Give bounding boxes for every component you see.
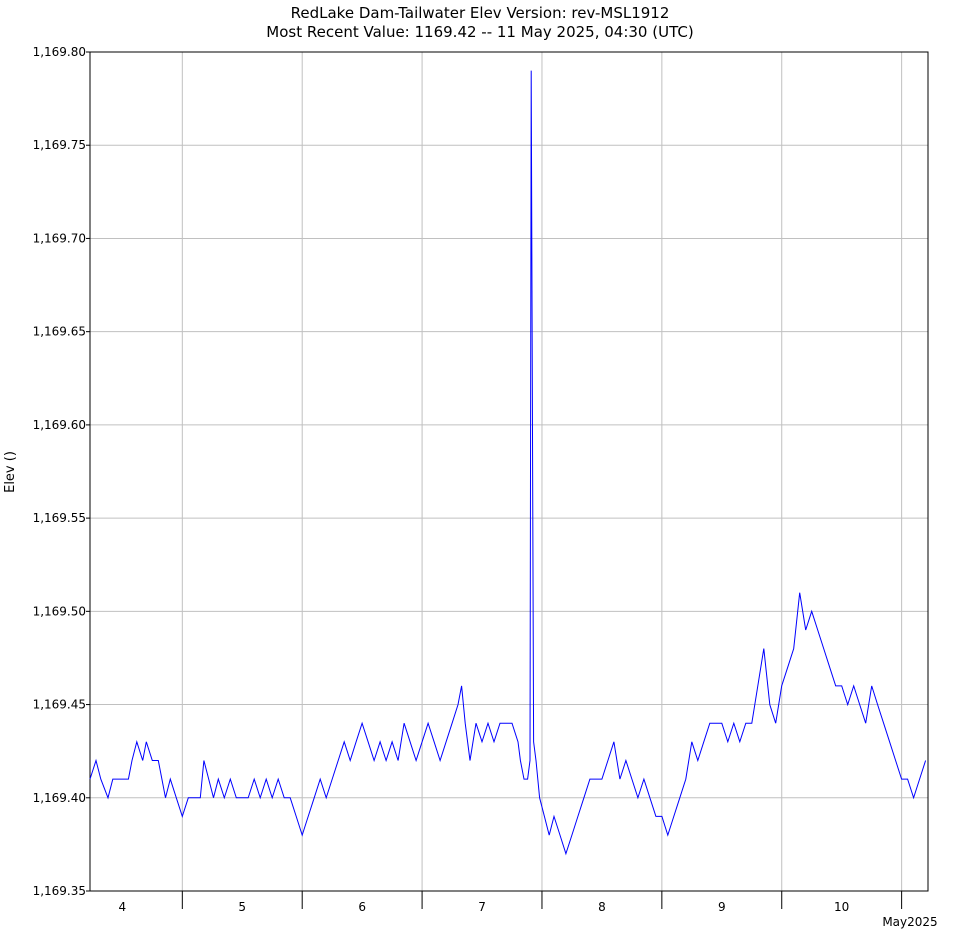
x-tick-label: 6 [358, 900, 366, 914]
x-axis-ticks: 4 5 6 7 8 9 10 [119, 891, 903, 914]
y-tick-label: 1,169.35 [33, 884, 86, 898]
x-tick-label: 4 [119, 900, 127, 914]
x-tick-label: 5 [238, 900, 246, 914]
grid [90, 51, 928, 892]
x-tick-label: 9 [718, 900, 726, 914]
chart-subtitle: Most Recent Value: 1169.42 -- 11 May 202… [266, 23, 693, 41]
plot-frame [89, 51, 929, 892]
x-tick-label: 7 [478, 900, 486, 914]
y-tick-label: 1,169.80 [33, 45, 86, 59]
y-tick-label: 1,169.40 [33, 791, 86, 805]
y-axis-ticks: 1,169.35 1,169.40 1,169.45 1,169.50 1,169.55… [33, 45, 90, 898]
y-tick-label: 1,169.50 [33, 604, 86, 618]
y-tick-label: 1,169.65 [33, 325, 86, 339]
y-axis-label: Elev () [3, 451, 18, 493]
y-tick-label: 1,169.60 [33, 418, 86, 432]
x-tick-label: 8 [598, 900, 606, 914]
y-tick-label: 1,169.55 [33, 511, 86, 525]
y-tick-label: 1,169.75 [33, 138, 86, 152]
y-tick-label: 1,169.45 [33, 698, 86, 712]
y-tick-label: 1,169.70 [33, 231, 86, 245]
chart-title: RedLake Dam-Tailwater Elev Version: rev-… [291, 4, 670, 22]
x-tick-label: 10 [834, 900, 849, 914]
x-axis-month-label: May2025 [882, 915, 937, 929]
elevation-series-line [89, 70, 927, 856]
